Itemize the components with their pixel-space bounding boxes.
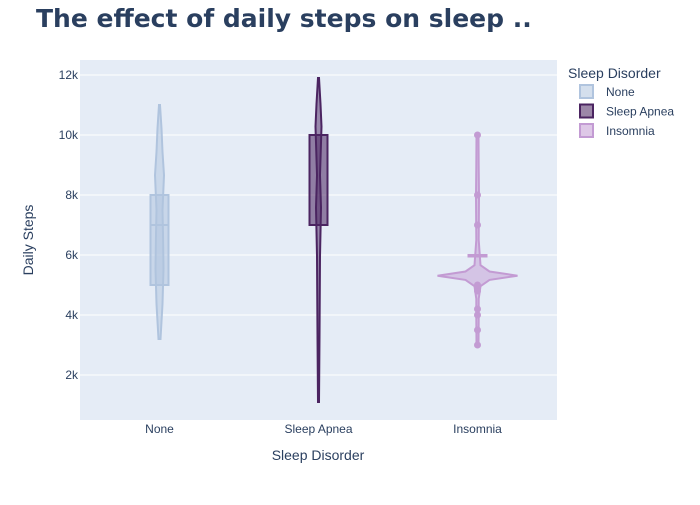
violin-point bbox=[474, 221, 481, 229]
legend-label: None bbox=[606, 85, 635, 99]
violin-none[interactable] bbox=[149, 104, 170, 340]
violin-insomnia[interactable] bbox=[437, 131, 518, 349]
violin-point bbox=[474, 287, 481, 295]
y-tick-label: 4k bbox=[65, 308, 79, 322]
chart-title: The effect of daily steps on sleep .. bbox=[36, 4, 532, 33]
legend-item-none[interactable]: None bbox=[579, 84, 635, 99]
y-tick-label: 8k bbox=[65, 188, 79, 202]
violin-point bbox=[474, 341, 481, 349]
violin-point bbox=[474, 311, 481, 319]
x-tick-label: Insomnia bbox=[453, 422, 502, 436]
violin-point bbox=[474, 326, 481, 334]
violin-point bbox=[474, 191, 481, 199]
legend-item-insomnia[interactable]: Insomnia bbox=[579, 123, 655, 138]
legend-title: Sleep Disorder bbox=[568, 65, 661, 81]
y-tick-label: 6k bbox=[65, 248, 79, 262]
violin-point bbox=[474, 305, 481, 313]
violin-point bbox=[474, 131, 481, 139]
y-tick-label: 10k bbox=[59, 128, 79, 142]
violin-box bbox=[149, 194, 170, 286]
legend-swatch bbox=[579, 103, 594, 119]
legend-swatch bbox=[579, 84, 594, 99]
legend-item-sleep-apnea[interactable]: Sleep Apnea bbox=[579, 103, 674, 119]
y-tick-label: 2k bbox=[65, 368, 79, 382]
y-tick-labels: 2k 4k 6k 8k 10k 12k bbox=[59, 68, 79, 382]
legend-swatch bbox=[579, 123, 594, 138]
violin-box bbox=[308, 134, 329, 226]
violins bbox=[149, 77, 518, 403]
legend-label: Sleep Apnea bbox=[606, 105, 674, 119]
legend[interactable]: None Sleep Apnea Insomnia bbox=[579, 84, 674, 138]
y-axis-label: Daily Steps bbox=[20, 205, 36, 276]
violin-sleep-apnea[interactable] bbox=[308, 77, 329, 403]
x-tick-label: Sleep Apnea bbox=[284, 422, 352, 436]
legend-label: Insomnia bbox=[606, 124, 655, 138]
x-axis-label: Sleep Disorder bbox=[272, 447, 365, 463]
violin-point bbox=[474, 281, 481, 289]
x-tick-labels: None Sleep Apnea Insomnia bbox=[145, 422, 502, 436]
y-tick-label: 12k bbox=[59, 68, 79, 82]
x-tick-label: None bbox=[145, 422, 174, 436]
